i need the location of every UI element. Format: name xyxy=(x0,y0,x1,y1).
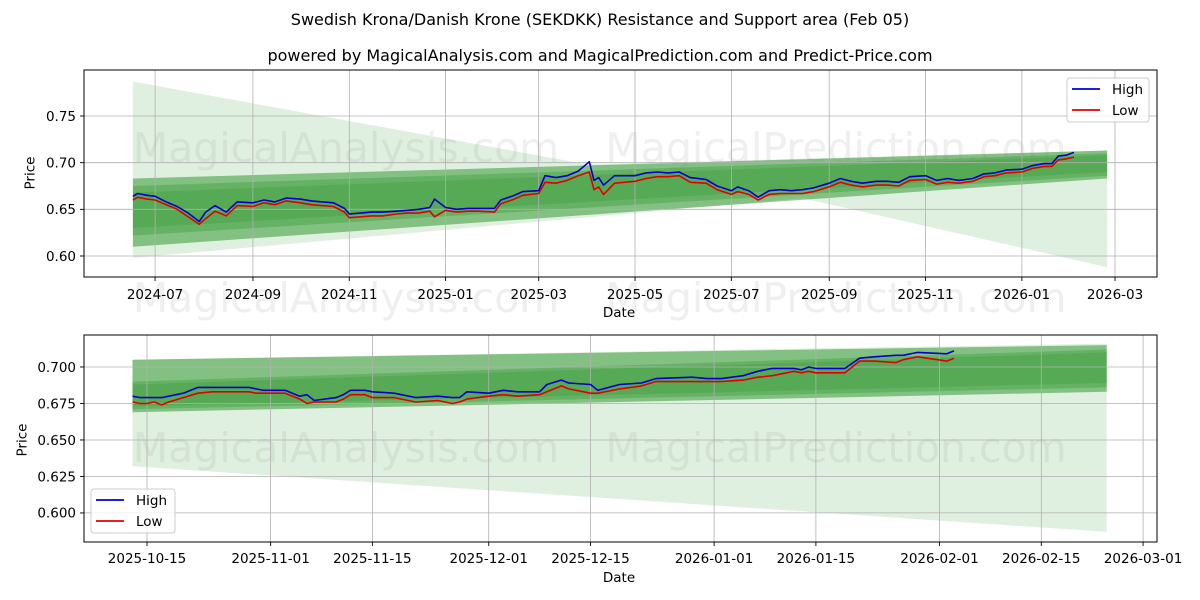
x-tick-label: 2025-05 xyxy=(607,287,663,303)
x-axis: 2025-10-15 2025-11-01 2025-11-15 2025-12-01… xyxy=(108,542,1182,567)
x-tick-label: 2025-09 xyxy=(801,287,857,303)
x-tick-label: 2026-02-01 xyxy=(900,551,978,567)
watermark-text: MagicalAnalysis.com xyxy=(133,424,560,472)
x-axis: 2024-07 2024-09 2024-11 2025-01 2025-03 2025-… xyxy=(127,277,1143,303)
y-axis: 0.600 0.625 0.650 0.675 0.700 xyxy=(37,360,84,522)
x-tick-label: 2026-01-01 xyxy=(675,551,753,567)
x-tick-label: 2025-10-15 xyxy=(108,551,186,567)
x-tick-label: 2026-03 xyxy=(1087,287,1143,303)
grid-lines xyxy=(84,335,1157,542)
price-series xyxy=(132,350,955,406)
legend-label: Low xyxy=(136,514,163,530)
legend-item-high: High xyxy=(96,493,167,509)
y-axis-label: Price xyxy=(23,157,39,190)
y-tick-label: 0.650 xyxy=(37,433,76,449)
low-price-line xyxy=(132,355,955,406)
y-tick-label: 0.70 xyxy=(46,155,76,171)
y-tick-label: 0.625 xyxy=(37,469,76,485)
x-tick-label: 2025-11-15 xyxy=(333,551,411,567)
axes-frame xyxy=(83,334,1158,543)
x-tick-label: 2026-03-01 xyxy=(1104,551,1182,567)
watermark-text: MagicalPrediction.com xyxy=(605,274,1066,322)
outer-range-cone xyxy=(132,81,1108,268)
y-tick-label: 0.65 xyxy=(46,202,76,218)
grid-lines xyxy=(84,70,1157,277)
x-tick-label: 2026-01-15 xyxy=(777,551,855,567)
x-tick-label: 2024-09 xyxy=(225,287,281,303)
legend-label: High xyxy=(1112,82,1143,98)
watermark-text: MagicalPrediction.com xyxy=(605,124,1066,172)
chart-subtitle: powered by MagicalAnalysis.com and Magic… xyxy=(267,46,933,65)
price-series xyxy=(132,151,1075,226)
watermark-text: MagicalAnalysis.com xyxy=(133,124,560,172)
core-band xyxy=(132,155,1108,228)
chart-title: Swedish Krona/Danish Krone (SEKDKK) Resi… xyxy=(290,10,910,29)
x-tick-label: 2025-12-15 xyxy=(551,551,629,567)
x-tick-label: 2024-07 xyxy=(127,287,183,303)
x-tick-label: 2025-12-01 xyxy=(449,551,527,567)
x-axis-label: Date xyxy=(603,570,635,586)
x-tick-label: 2025-07 xyxy=(703,287,759,303)
support-resistance-bands xyxy=(132,81,1108,268)
x-tick-label: 2025-11-01 xyxy=(231,551,309,567)
legend-item-low: Low xyxy=(96,514,163,530)
x-tick-label: 2025-11 xyxy=(897,287,953,303)
axes-frame xyxy=(83,69,1158,278)
low-price-line xyxy=(132,156,1075,226)
legend: High Low xyxy=(90,488,176,534)
legend-label: Low xyxy=(1112,103,1139,119)
resistance-support-band xyxy=(132,150,1108,247)
y-tick-label: 0.675 xyxy=(37,396,76,412)
y-tick-label: 0.75 xyxy=(46,109,76,125)
y-tick-label: 0.700 xyxy=(37,360,76,376)
x-axis-label: Date xyxy=(603,305,635,321)
core-band xyxy=(132,352,1107,407)
plot-area xyxy=(84,335,1157,542)
watermark-text: MagicalPrediction.com xyxy=(605,424,1066,472)
x-tick-label: 2026-02-15 xyxy=(1002,551,1080,567)
plot-area xyxy=(84,70,1157,277)
inner-band xyxy=(132,153,1108,236)
y-tick-label: 0.60 xyxy=(46,249,76,265)
watermark-group: MagicalAnalysis.com MagicalPrediction.com xyxy=(133,424,1067,472)
x-tick-label: 2024-11 xyxy=(321,287,377,303)
legend-item-low: Low xyxy=(1072,103,1139,119)
high-price-line xyxy=(132,151,1075,223)
watermark-text: MagicalAnalysis.com xyxy=(133,274,560,322)
legend-item-high: High xyxy=(1072,82,1143,98)
high-price-line xyxy=(132,350,955,402)
y-axis-label: Price xyxy=(15,424,31,457)
watermark-group: MagicalAnalysis.com MagicalPrediction.com… xyxy=(133,124,1067,322)
outer-range-cone xyxy=(132,343,1107,532)
x-tick-label: 2025-03 xyxy=(511,287,567,303)
y-tick-label: 0.600 xyxy=(37,506,76,522)
legend-label: High xyxy=(136,493,167,509)
x-tick-label: 2026-01 xyxy=(994,287,1050,303)
x-tick-label: 2025-01 xyxy=(417,287,473,303)
y-axis: 0.60 0.65 0.70 0.75 xyxy=(46,109,84,265)
inner-band xyxy=(132,349,1107,410)
legend: High Low xyxy=(1066,77,1150,123)
